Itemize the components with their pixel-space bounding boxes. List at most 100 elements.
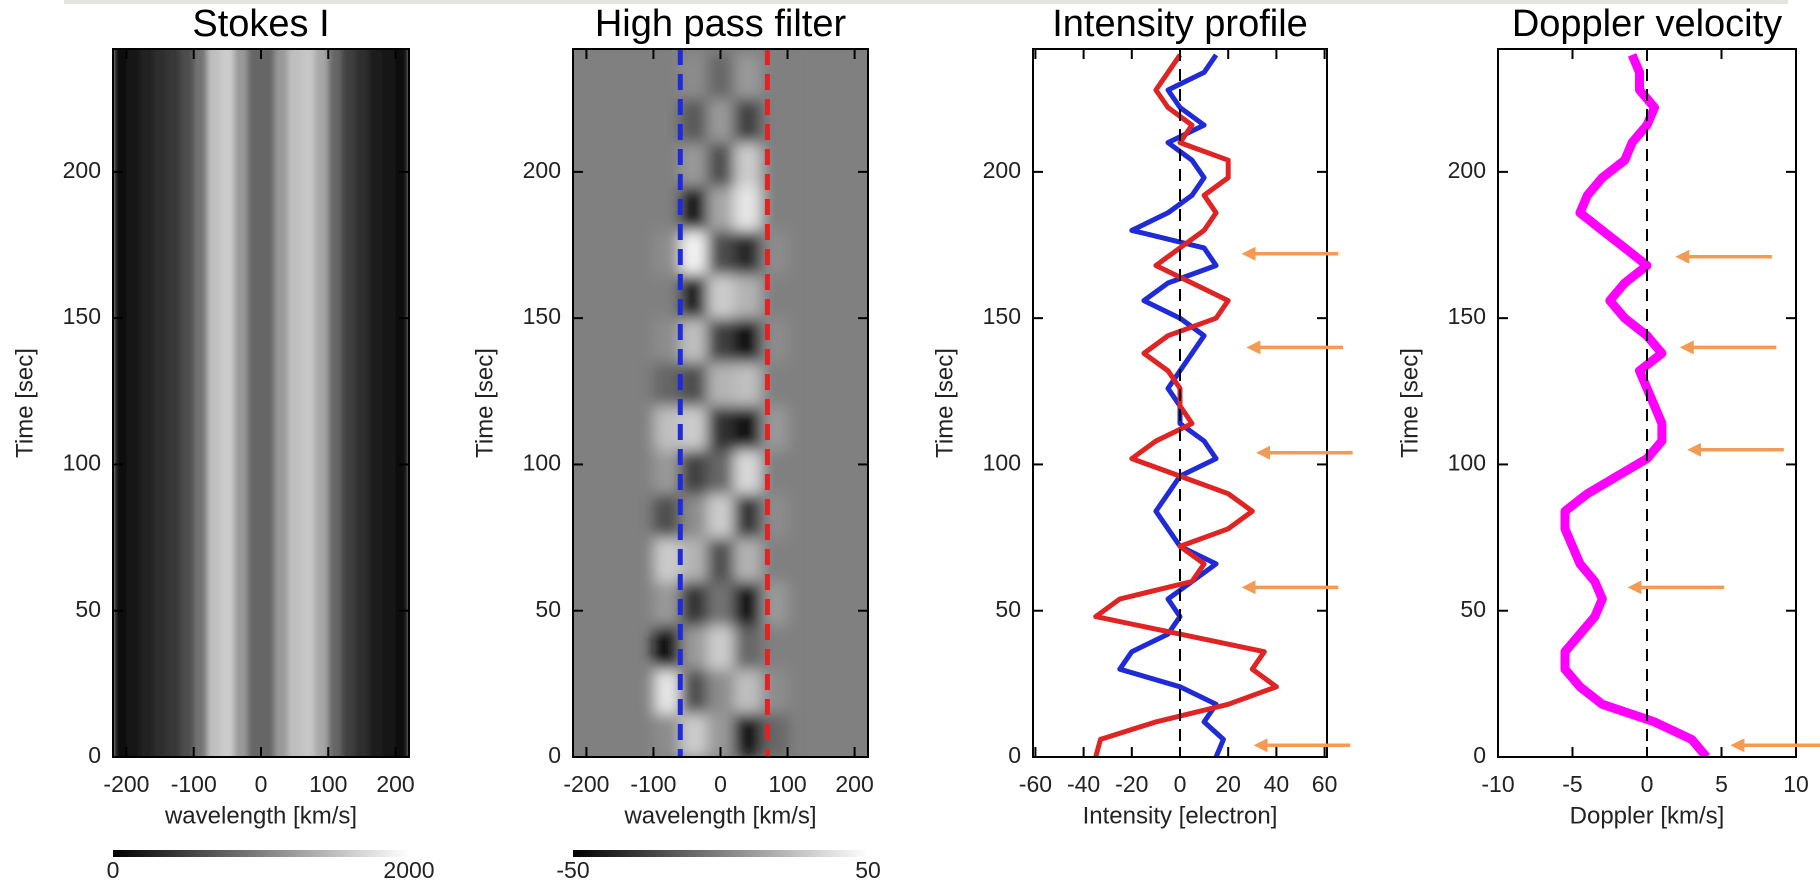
heat-cell <box>680 449 708 495</box>
heat-cell <box>707 449 735 495</box>
x-tick-label: 100 <box>768 771 806 797</box>
heat-cell <box>760 449 789 495</box>
x-tick-label: 0 <box>714 771 727 797</box>
chart-title: Stokes I <box>192 3 329 45</box>
heat-cell <box>680 405 708 451</box>
heat-column <box>368 49 383 757</box>
x-tick-label: 60 <box>1312 771 1338 797</box>
x-tick-label: -60 <box>1019 771 1052 797</box>
image-cells <box>653 54 789 757</box>
heat-cell <box>680 142 708 188</box>
plot-area <box>1093 49 1279 757</box>
heat-cell <box>653 274 681 319</box>
heat-cell <box>760 493 789 539</box>
heat-column <box>193 49 208 757</box>
heat-cell <box>653 230 681 275</box>
colorbar-tick-label: -50 <box>556 857 589 883</box>
plot-area <box>1560 49 1711 757</box>
heat-cell <box>653 362 681 407</box>
heat-cell <box>760 362 789 407</box>
heat-column <box>234 49 249 757</box>
heat-cell <box>653 625 681 670</box>
heat-cell <box>680 713 708 757</box>
heat-column <box>220 49 235 757</box>
heat-cell <box>707 493 735 539</box>
chart-title: Intensity profile <box>1052 3 1308 45</box>
plot-area <box>573 49 868 757</box>
x-tick-label: 40 <box>1264 771 1290 797</box>
heat-cell <box>733 581 762 626</box>
chart-title: High pass filter <box>595 3 847 45</box>
heat-cell <box>653 493 681 539</box>
heat-cell <box>733 625 762 670</box>
heat-cell <box>707 230 735 275</box>
y-tick-label: 200 <box>983 157 1021 183</box>
x-tick-label: 200 <box>376 771 414 797</box>
y-tick-label: 100 <box>983 450 1021 476</box>
y-tick-label: 0 <box>1473 742 1486 768</box>
heat-column <box>139 49 154 757</box>
heat-column <box>166 49 181 757</box>
heat-cell <box>760 625 789 670</box>
heat-cell <box>653 581 681 626</box>
colorbar <box>113 850 409 857</box>
heat-column <box>207 49 222 757</box>
x-tick-label: 0 <box>1174 771 1187 797</box>
heat-cell <box>760 581 789 626</box>
x-tick-label: -20 <box>1115 771 1148 797</box>
heat-column <box>314 49 329 757</box>
heat-column <box>113 49 127 757</box>
heat-cell <box>680 230 708 275</box>
heat-cell <box>760 54 789 100</box>
heat-cell <box>680 186 708 231</box>
heat-cell <box>653 54 681 100</box>
heat-cell <box>653 449 681 495</box>
x-tick-label: -100 <box>171 771 217 797</box>
chart-title: Doppler velocity <box>1512 3 1782 45</box>
colorbar-tick-label: 50 <box>855 857 881 883</box>
heat-cell <box>680 318 708 363</box>
x-tick-label: -10 <box>1481 771 1514 797</box>
heat-cell <box>760 537 789 582</box>
x-axis-label: Doppler [km/s] <box>1570 802 1725 829</box>
heat-cell <box>733 186 762 231</box>
x-tick-label: -5 <box>1562 771 1582 797</box>
heat-cell <box>653 318 681 363</box>
heat-cell <box>733 318 762 363</box>
heat-cell <box>733 405 762 451</box>
top-rule <box>64 0 1788 4</box>
heat-cell <box>733 142 762 188</box>
x-tick-label: 10 <box>1783 771 1809 797</box>
heat-column <box>328 49 343 757</box>
heat-cell <box>653 537 681 582</box>
heat-cell <box>653 405 681 451</box>
heat-cell <box>760 318 789 363</box>
heat-column <box>341 49 356 757</box>
heat-cell <box>707 362 735 407</box>
heat-cell <box>760 98 789 144</box>
heat-cell <box>733 98 762 144</box>
heat-cell <box>707 274 735 319</box>
heat-column <box>126 49 141 757</box>
heat-cell <box>733 274 762 319</box>
colorbar-tick-label: 0 <box>107 857 120 883</box>
heat-cell <box>680 581 708 626</box>
y-axis-label: Time [sec] <box>1396 348 1423 458</box>
heat-cell <box>733 449 762 495</box>
heat-column <box>261 49 275 757</box>
heat-cell <box>733 54 762 100</box>
heat-cell <box>680 669 708 714</box>
heat-cell <box>680 362 708 407</box>
heat-cell <box>680 625 708 670</box>
plot-area <box>113 49 409 757</box>
heat-cell <box>733 230 762 275</box>
heat-cell <box>707 54 735 100</box>
heat-cell <box>733 537 762 582</box>
y-tick-label: 150 <box>63 303 101 329</box>
data-line <box>1093 53 1279 757</box>
x-tick-label: -40 <box>1067 771 1100 797</box>
heat-cell <box>707 186 735 231</box>
data-line <box>1117 53 1226 757</box>
